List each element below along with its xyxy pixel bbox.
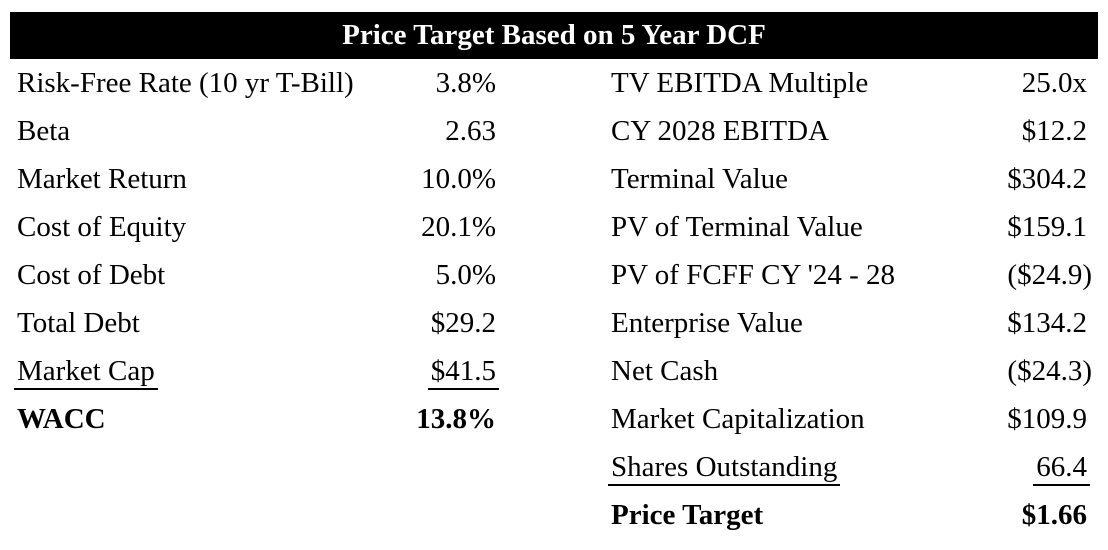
row-value: ($24.3) (1007, 355, 1092, 387)
row-value: 2.63 (445, 115, 496, 147)
table-row: PV of FCFF CY '24 - 28 ($24.9) (554, 251, 1098, 299)
row-label: Cost of Equity (17, 211, 187, 243)
row-label: Total Debt (17, 307, 140, 339)
row-value: 20.1% (421, 211, 496, 243)
row-value: ($24.9) (1007, 259, 1092, 291)
table-row: Total Debt $29.2 (10, 299, 554, 347)
row-label: Net Cash (611, 355, 719, 387)
row-label: WACC (17, 403, 106, 435)
row-value: 25.0x (1021, 67, 1087, 99)
row-value: 66.4 (1033, 443, 1098, 491)
table-row: Cost of Debt 5.0% (10, 251, 554, 299)
table-row: Enterprise Value $134.2 (554, 299, 1098, 347)
table-row: Cost of Equity 20.1% (10, 203, 554, 251)
dcf-price-target-table: Price Target Based on 5 Year DCF Risk-Fr… (10, 12, 1098, 539)
row-value: $159.1 (1007, 211, 1087, 243)
row-label: Risk-Free Rate (10 yr T-Bill) (17, 67, 354, 99)
row-value: 3.8% (435, 67, 496, 99)
row-value: $304.2 (1007, 163, 1087, 195)
table-row: Net Cash ($24.3) (554, 347, 1098, 395)
wacc-assumptions-column: Risk-Free Rate (10 yr T-Bill) 3.8% Beta … (10, 59, 554, 539)
row-label: Price Target (611, 499, 764, 531)
table-row: Market Capitalization $109.9 (554, 395, 1098, 443)
row-label: Shares Outstanding (554, 443, 841, 491)
row-value: $1.66 (1021, 499, 1087, 531)
row-value: 5.0% (435, 259, 496, 291)
row-value: $12.2 (1021, 115, 1087, 147)
row-value: $29.2 (430, 307, 496, 339)
row-value: $134.2 (1007, 307, 1087, 339)
table-row: CY 2028 EBITDA $12.2 (554, 107, 1098, 155)
row-label: Market Capitalization (611, 403, 865, 435)
table-row: Shares Outstanding 66.4 (554, 443, 1098, 491)
table-row-total: Price Target $1.66 (554, 491, 1098, 539)
table-title: Price Target Based on 5 Year DCF (342, 19, 766, 51)
row-label: Market Cap (10, 347, 158, 395)
table-row: PV of Terminal Value $159.1 (554, 203, 1098, 251)
valuation-column: TV EBITDA Multiple 25.0x CY 2028 EBITDA … (554, 59, 1098, 539)
table-row: TV EBITDA Multiple 25.0x (554, 59, 1098, 107)
table-row: Beta 2.63 (10, 107, 554, 155)
row-label: Beta (17, 115, 71, 147)
row-label: Cost of Debt (17, 259, 166, 291)
row-label: TV EBITDA Multiple (611, 67, 869, 99)
table-row-total: WACC 13.8% (10, 395, 554, 443)
row-label: CY 2028 EBITDA (611, 115, 830, 147)
table-row: Market Return 10.0% (10, 155, 554, 203)
row-label: PV of FCFF CY '24 - 28 (611, 259, 896, 291)
table-header-bar: Price Target Based on 5 Year DCF (10, 12, 1098, 59)
row-label: Enterprise Value (611, 307, 803, 339)
row-value: 13.8% (416, 403, 496, 435)
row-label: Market Return (17, 163, 187, 195)
table-row: Terminal Value $304.2 (554, 155, 1098, 203)
row-label: Terminal Value (611, 163, 789, 195)
table-body: Risk-Free Rate (10 yr T-Bill) 3.8% Beta … (10, 59, 1098, 539)
row-value: 10.0% (421, 163, 496, 195)
row-label: PV of Terminal Value (611, 211, 863, 243)
table-row: Risk-Free Rate (10 yr T-Bill) 3.8% (10, 59, 554, 107)
row-value: $109.9 (1007, 403, 1087, 435)
row-value: $41.5 (427, 347, 554, 395)
table-row: Market Cap $41.5 (10, 347, 554, 395)
